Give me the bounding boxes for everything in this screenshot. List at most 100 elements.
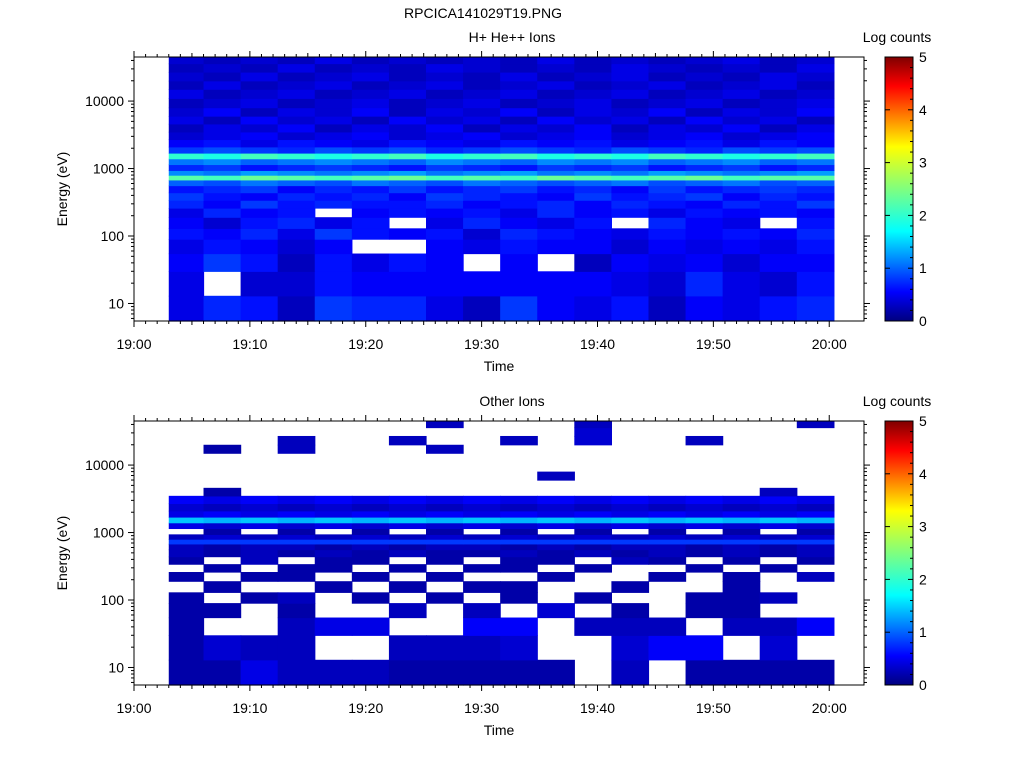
heatmap-cell xyxy=(351,217,390,229)
x-tick-label: 19:10 xyxy=(232,700,267,716)
heatmap-cell xyxy=(426,271,464,297)
heatmap-cell xyxy=(537,158,575,166)
heatmap-cell xyxy=(426,421,464,429)
heatmap-cell xyxy=(759,592,798,604)
heatmap-cell xyxy=(500,635,538,661)
heatmap-cell xyxy=(611,98,650,109)
heatmap-cell xyxy=(463,208,501,218)
heatmap-cell xyxy=(759,564,798,573)
heatmap-cell xyxy=(168,116,205,125)
heatmap-cell xyxy=(796,146,835,154)
heatmap-cell xyxy=(168,185,205,194)
heatmap-cell xyxy=(203,192,242,201)
heatmap-cell xyxy=(722,80,761,90)
heatmap-cell xyxy=(500,185,538,194)
heatmap-cell xyxy=(574,534,612,540)
heatmap-cell xyxy=(796,185,835,194)
heatmap-cell xyxy=(796,534,835,540)
heatmap-cell xyxy=(574,543,612,551)
heatmap-cell xyxy=(685,253,724,272)
x-tick-label: 19:10 xyxy=(232,336,267,352)
heatmap-cell xyxy=(277,200,316,209)
heatmap-cell xyxy=(314,63,353,73)
heatmap-cell xyxy=(277,217,316,229)
heatmap-cell xyxy=(500,271,538,297)
heatmap-cell xyxy=(203,549,242,558)
heatmap-cell xyxy=(277,139,316,148)
heatmap-cell xyxy=(203,528,242,535)
heatmap-cell xyxy=(463,170,501,176)
heatmap-cell xyxy=(426,107,464,117)
heatmap-cell xyxy=(796,175,835,181)
heatmap-cell xyxy=(537,539,575,545)
heatmap-cell xyxy=(463,539,501,545)
heatmap-cell xyxy=(500,152,538,160)
heatmap-cell xyxy=(796,421,835,429)
heatmap-cell xyxy=(537,175,575,181)
heatmap-cell xyxy=(685,539,724,545)
heatmap-cell xyxy=(611,271,650,297)
heatmap-cell xyxy=(722,89,761,99)
heatmap-cell xyxy=(203,158,242,166)
heatmap-cell xyxy=(426,534,464,540)
heatmap-cell xyxy=(796,170,835,176)
heatmap-cell xyxy=(796,295,835,322)
heatmap-cell xyxy=(277,179,316,187)
heatmap-cell xyxy=(611,295,650,322)
heatmap-cell xyxy=(388,581,427,593)
heatmap-cell xyxy=(500,543,538,551)
heatmap-cell xyxy=(796,549,835,558)
heatmap-cell xyxy=(574,57,612,65)
heatmap-cell xyxy=(611,556,650,565)
y-tick-label: 1000 xyxy=(93,525,124,541)
heatmap-cell xyxy=(168,556,205,565)
heatmap-cell xyxy=(648,98,687,109)
heatmap-cell xyxy=(759,139,798,148)
heatmap-cell xyxy=(796,89,835,99)
heatmap-cell xyxy=(500,116,538,125)
heatmap-cell xyxy=(537,152,575,160)
heatmap-cell xyxy=(351,495,390,505)
heatmap-cell xyxy=(759,228,798,240)
heatmap-cell xyxy=(722,71,761,82)
heatmap-cell xyxy=(351,192,390,201)
heatmap-cell xyxy=(611,603,650,619)
heatmap-cell xyxy=(648,170,687,176)
heatmap-cell xyxy=(203,71,242,82)
heatmap-cell xyxy=(722,239,761,255)
heatmap-cell xyxy=(240,239,279,255)
heatmap-cell xyxy=(351,503,390,512)
heatmap-cell xyxy=(314,539,353,545)
heatmap-cell xyxy=(574,217,612,229)
heatmap-cell xyxy=(796,152,835,160)
heatmap-cell xyxy=(759,107,798,117)
heatmap-cell xyxy=(537,179,575,187)
heatmap-cell xyxy=(537,170,575,176)
heatmap-cell xyxy=(537,200,575,209)
heatmap-cell xyxy=(537,89,575,99)
heatmap-cell xyxy=(648,89,687,99)
heatmap-cell xyxy=(277,592,316,604)
heatmap-cell xyxy=(796,617,835,636)
heatmap-cell xyxy=(500,80,538,90)
heatmap-cell xyxy=(203,185,242,194)
heatmap-cell xyxy=(722,592,761,604)
heatmap-cell xyxy=(388,89,427,99)
heatmap-cell xyxy=(240,572,279,582)
heatmap-cell xyxy=(351,539,390,545)
heatmap-cell xyxy=(722,107,761,117)
heatmap-cell xyxy=(388,158,427,166)
heatmap-cell xyxy=(314,581,353,593)
heatmap-cell xyxy=(648,192,687,201)
heatmap-cell xyxy=(426,495,464,505)
heatmap-cell xyxy=(500,131,538,141)
heatmap-cell xyxy=(796,164,835,171)
heatmap-cell xyxy=(796,98,835,109)
heatmap-cell xyxy=(648,71,687,82)
heatmap-cell xyxy=(426,139,464,148)
heatmap-cell xyxy=(611,175,650,181)
heatmap-cell xyxy=(277,152,316,160)
heatmap-cell xyxy=(611,158,650,166)
heatmap-cell xyxy=(388,510,427,518)
